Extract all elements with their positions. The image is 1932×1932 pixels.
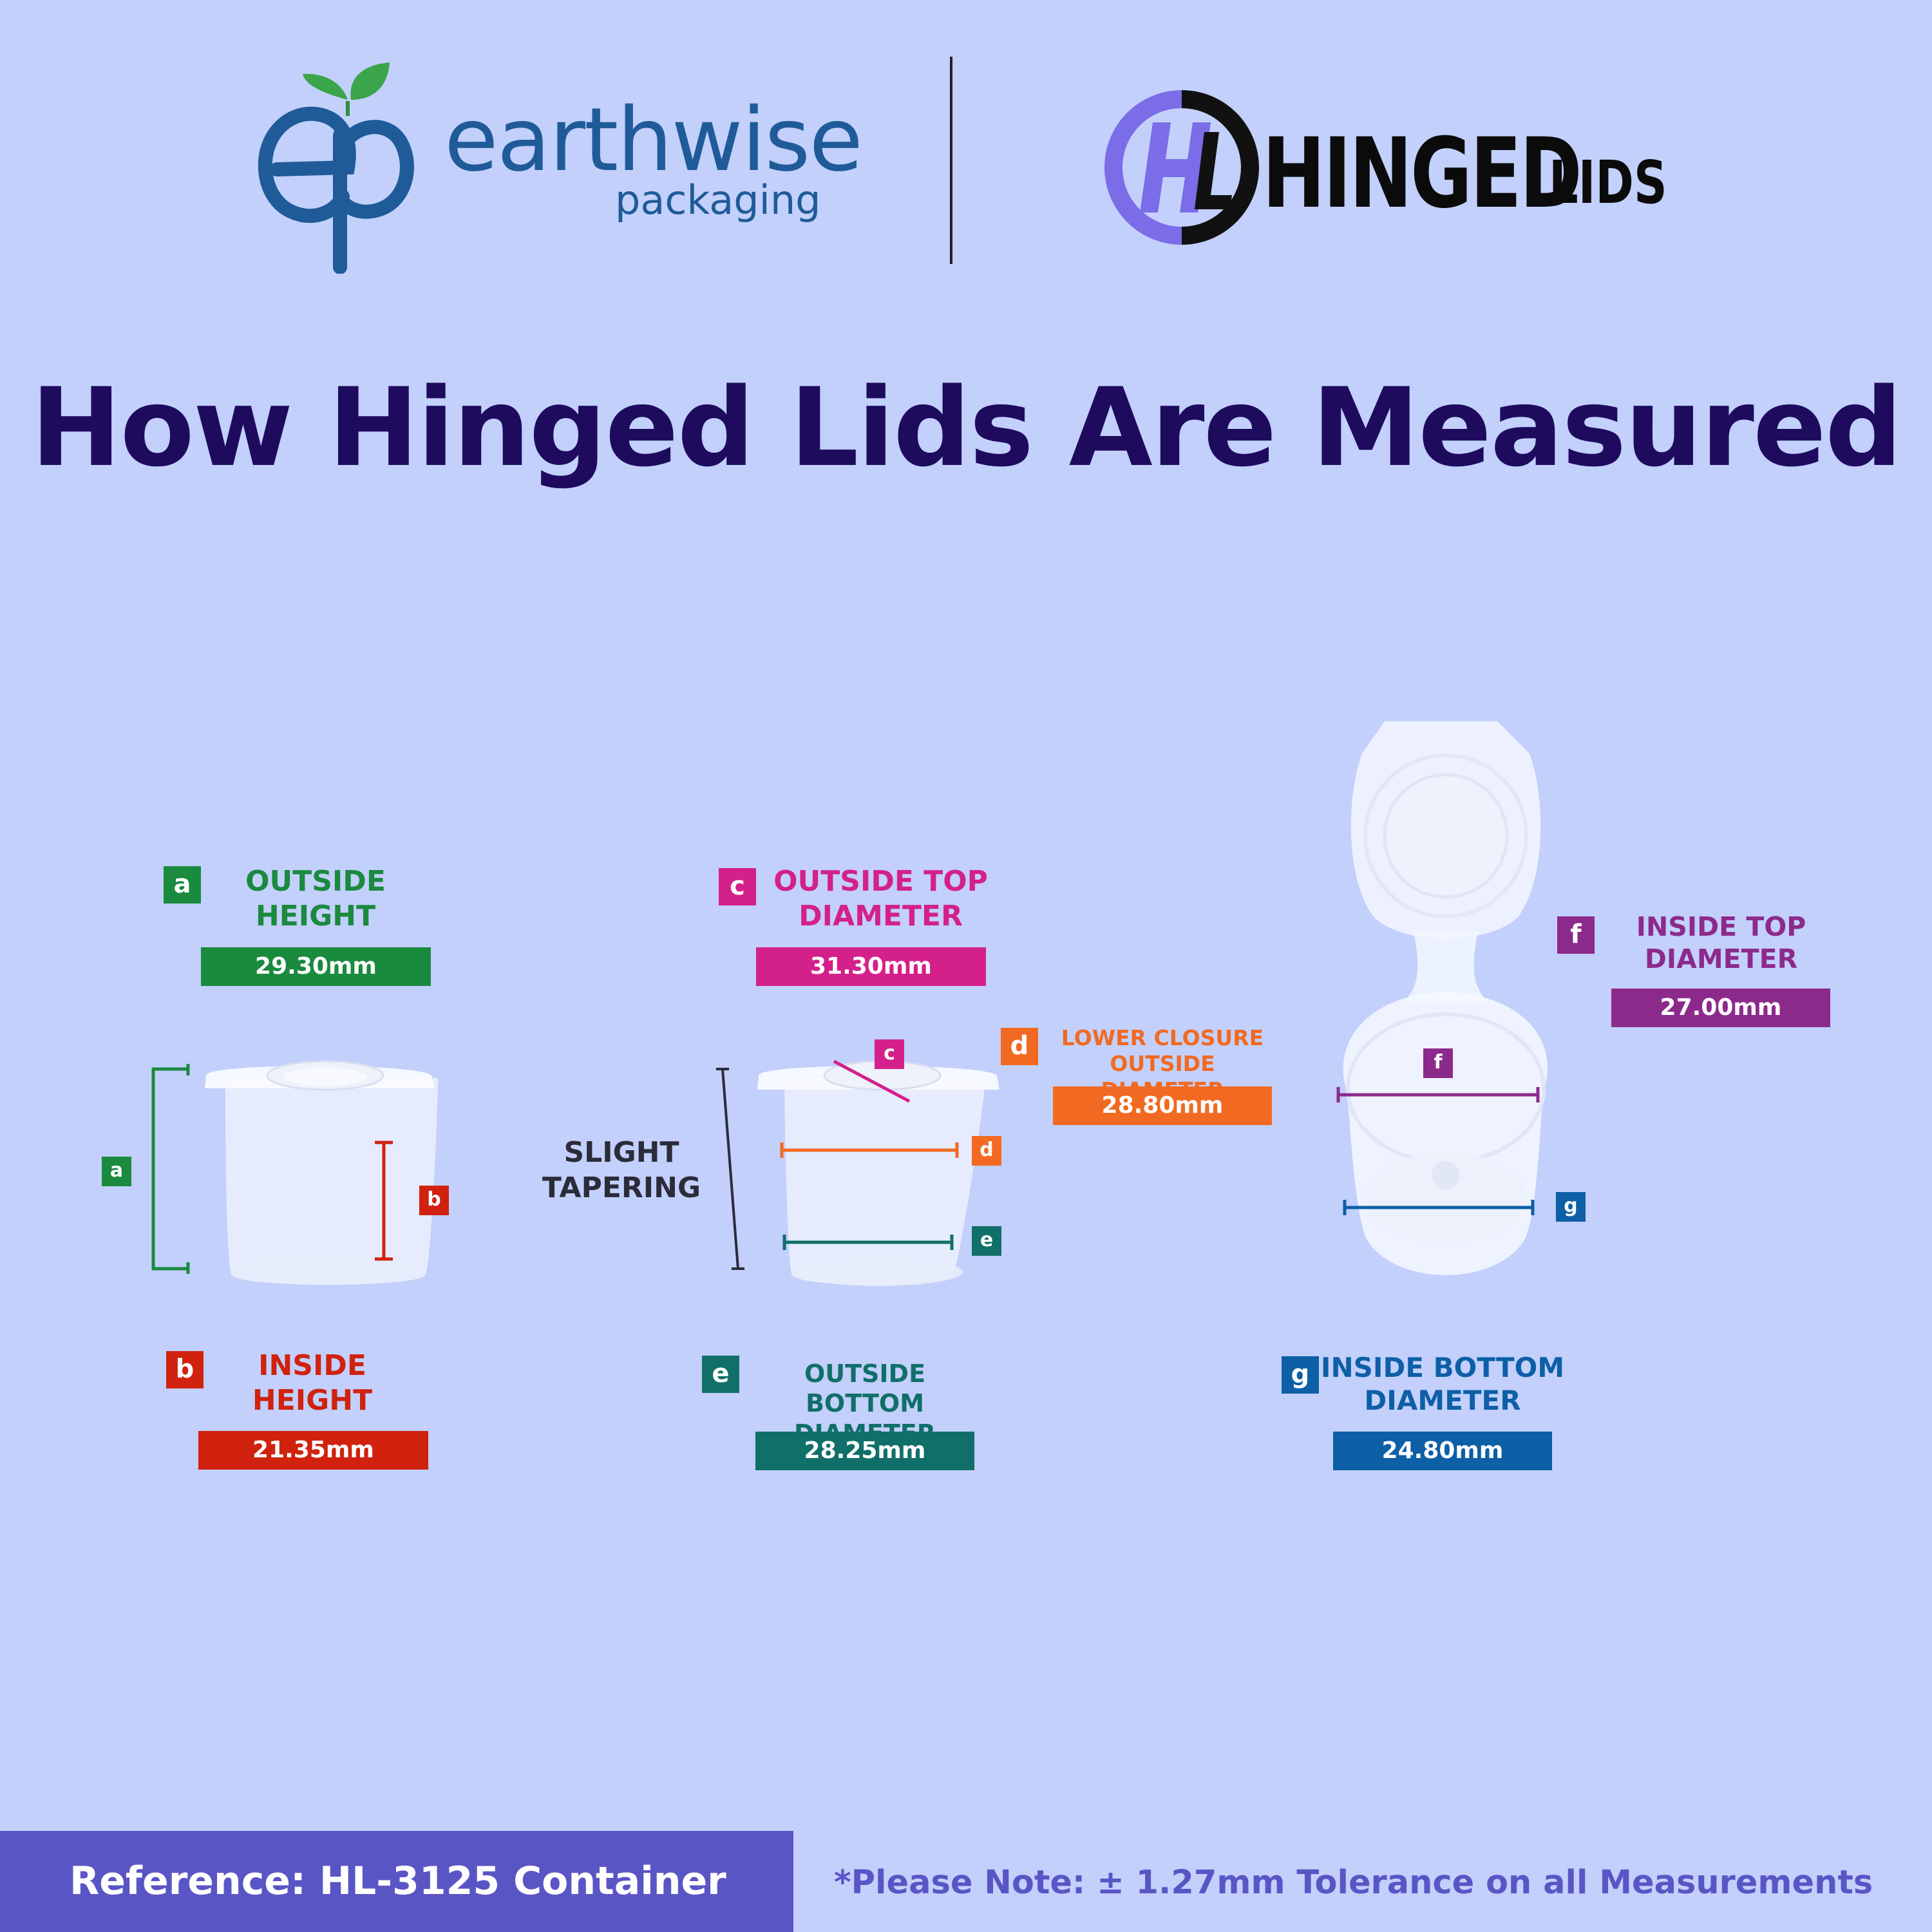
value-outside-top-diameter: 31.30mm bbox=[756, 947, 986, 986]
value-outside-height: 29.30mm bbox=[201, 947, 431, 986]
value-lower-closure-outside-diameter: 28.80mm bbox=[1053, 1086, 1272, 1125]
container-side-view-a-b bbox=[151, 1060, 438, 1285]
value-inside-top-diameter: 27.00mm bbox=[1611, 989, 1830, 1027]
value-inside-bottom-diameter: 24.80mm bbox=[1333, 1432, 1552, 1470]
label-outside-top-diameter: OUTSIDE TOP DIAMETER bbox=[773, 865, 988, 933]
brand-name-hinged: HINGED bbox=[1262, 118, 1582, 230]
badge-b: b bbox=[166, 1351, 204, 1388]
note-slight-tapering: SLIGHT TAPERING bbox=[542, 1136, 701, 1204]
hl-circle-logo-icon bbox=[1104, 90, 1259, 245]
container-side-view-c-d-e bbox=[716, 1059, 999, 1286]
badge-f-small: f bbox=[1423, 1048, 1453, 1078]
badge-d-small: d bbox=[972, 1136, 1001, 1166]
badge-b-small: b bbox=[419, 1186, 449, 1215]
label-outside-height: OUTSIDE HEIGHT bbox=[245, 865, 386, 933]
badge-e-small: e bbox=[972, 1226, 1001, 1256]
footer-tolerance-note: *Please Note: ± 1.27mm Tolerance on all … bbox=[834, 1864, 1873, 1902]
footer-reference: Reference: HL-3125 Container bbox=[70, 1859, 726, 1904]
badge-c: c bbox=[719, 868, 756, 905]
badge-a-small: a bbox=[102, 1157, 131, 1186]
badge-e: e bbox=[702, 1356, 739, 1393]
value-outside-bottom-diameter: 28.25mm bbox=[755, 1432, 974, 1470]
brand-name-lids: LIDS bbox=[1549, 148, 1667, 217]
header-divider bbox=[950, 57, 952, 264]
label-inside-height: INSIDE HEIGHT bbox=[252, 1349, 373, 1417]
brand-name-packaging: packaging bbox=[615, 176, 821, 223]
footer-reference-bar: Reference: HL-3125 Container bbox=[0, 1831, 793, 1932]
label-inside-top-diameter: INSIDE TOP DIAMETER bbox=[1636, 911, 1806, 975]
page-title: How Hinged Lids Are Measured bbox=[30, 365, 1902, 491]
container-open-lid-top-view bbox=[1336, 721, 1548, 1275]
value-inside-height: 21.35mm bbox=[198, 1431, 428, 1470]
badge-a: a bbox=[164, 866, 201, 904]
label-inside-bottom-diameter: INSIDE BOTTOM DIAMETER bbox=[1320, 1352, 1565, 1417]
badge-g-small: g bbox=[1556, 1192, 1586, 1222]
badge-g: g bbox=[1282, 1356, 1319, 1394]
badge-f: f bbox=[1557, 916, 1595, 954]
badge-c-small: c bbox=[875, 1039, 904, 1069]
brand-name-earthwise: earthwise bbox=[444, 90, 863, 191]
badge-d: d bbox=[1001, 1028, 1038, 1065]
ep-leaf-logo-icon bbox=[258, 62, 414, 274]
